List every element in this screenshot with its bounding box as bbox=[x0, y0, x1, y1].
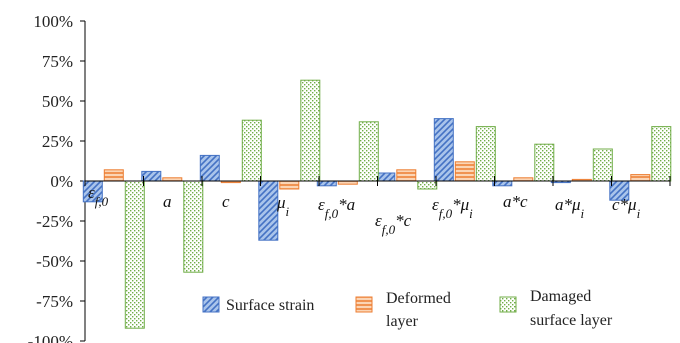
bar-surface-strain bbox=[492, 180, 513, 187]
y-tick-label: -100% bbox=[28, 332, 73, 343]
x-axis bbox=[84, 176, 671, 186]
y-tick-label: 0% bbox=[50, 172, 73, 191]
bar-deformed-layer bbox=[630, 174, 651, 182]
category-label: εf,0*c bbox=[375, 211, 412, 237]
bar-damaged-surface-layer bbox=[183, 180, 204, 273]
bar-damaged-surface-layer bbox=[300, 79, 321, 182]
bar-deformed-layer bbox=[454, 161, 475, 182]
legend-label: Surface strain bbox=[226, 297, 314, 314]
y-axis: 100% 75% 50% 25% 0% -25% -50% -75% -100% bbox=[28, 12, 86, 343]
category-label: a*c bbox=[503, 192, 528, 211]
legend-label: Deformed bbox=[386, 290, 451, 307]
legend-swatch bbox=[202, 296, 220, 313]
bar-surface-strain bbox=[316, 180, 337, 187]
y-tick-label: 75% bbox=[42, 52, 73, 71]
category-label: c bbox=[222, 192, 230, 211]
y-tick-label: 50% bbox=[42, 92, 73, 111]
legend-label: layer bbox=[386, 313, 419, 330]
bar-deformed-layer bbox=[103, 169, 124, 182]
category-label: εf,0*μi bbox=[432, 195, 473, 221]
category-label: a*μi bbox=[555, 195, 585, 221]
category-label: μi bbox=[276, 193, 290, 219]
bar-surface-strain bbox=[199, 154, 220, 182]
category-label: c*μi bbox=[612, 195, 641, 221]
y-tick-label: -75% bbox=[36, 292, 73, 311]
bar-damaged-surface-layer bbox=[358, 121, 379, 182]
category-labels: εf,0 a c μi εf,0*a εf,0*c εf,0*μi a*c a*μi c*μi bbox=[88, 183, 641, 237]
bar-damaged-surface-layer bbox=[475, 126, 496, 182]
category-label: εf,0*a bbox=[318, 195, 355, 221]
bar-damaged-surface-layer bbox=[417, 180, 438, 190]
legend-swatch bbox=[499, 296, 517, 313]
bar-surface-strain bbox=[258, 180, 279, 241]
bar-damaged-surface-layer bbox=[592, 148, 613, 182]
bar-damaged-surface-layer bbox=[651, 126, 672, 182]
bar-deformed-layer bbox=[279, 180, 300, 190]
bar-damaged-surface-layer bbox=[124, 180, 145, 329]
bar-deformed-layer bbox=[396, 169, 417, 182]
y-tick-label: -50% bbox=[36, 252, 73, 271]
legend-label: Damaged bbox=[530, 288, 591, 305]
category-label: εf,0 bbox=[88, 183, 109, 209]
legend-label: surface layer bbox=[530, 312, 613, 329]
bar-damaged-surface-layer bbox=[241, 119, 262, 182]
bar-surface-strain bbox=[141, 170, 162, 182]
bar-surface-strain bbox=[433, 118, 454, 182]
y-tick-label: -25% bbox=[36, 212, 73, 231]
y-tick-label: 25% bbox=[42, 132, 73, 151]
category-label: a bbox=[163, 192, 172, 211]
y-tick-label: 100% bbox=[33, 12, 73, 31]
legend: Surface strain Deformed layer Damaged surfac… bbox=[202, 288, 613, 330]
legend-swatch bbox=[355, 296, 373, 313]
bar-damaged-surface-layer bbox=[534, 143, 555, 182]
